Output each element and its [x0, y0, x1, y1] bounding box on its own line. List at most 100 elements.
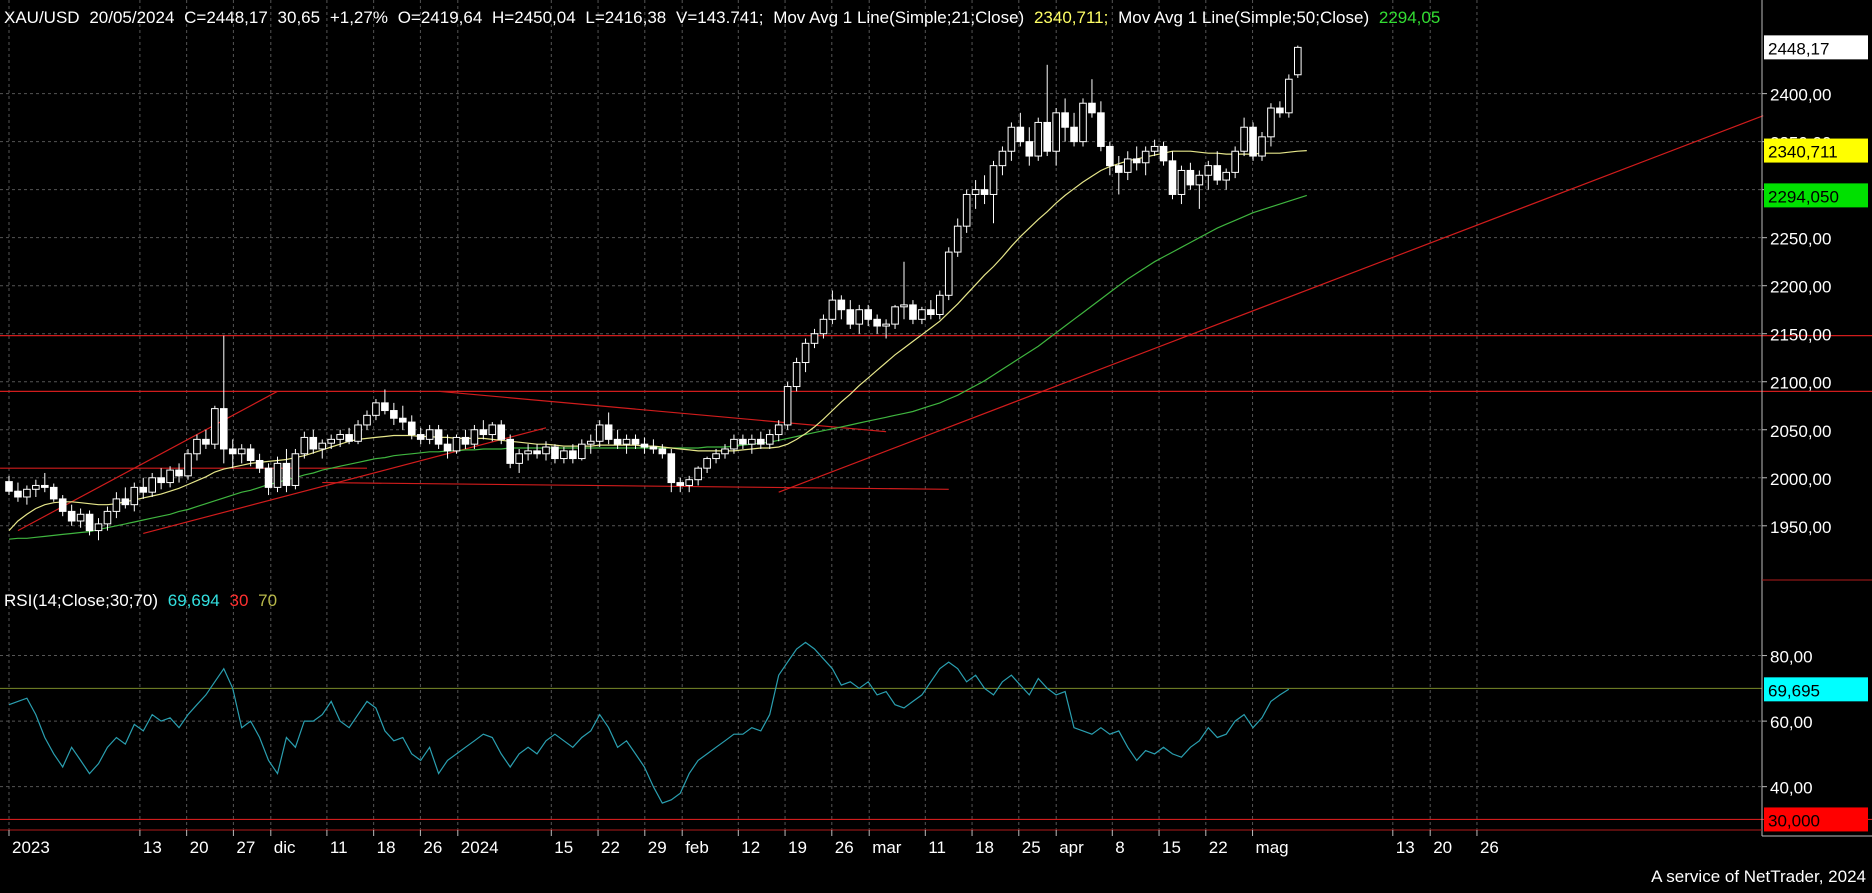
- candle: [497, 420, 506, 445]
- candle-body-up: [953, 225, 962, 253]
- last-price-tag-text: 2448,17: [1768, 39, 1829, 58]
- candle-body-up: [578, 443, 586, 460]
- rsi-tick-label: 80,00: [1770, 648, 1813, 667]
- candle-body-up: [372, 402, 380, 416]
- ma21-tag-text: 2340,711: [1768, 143, 1838, 162]
- candle-body-up: [998, 150, 1007, 167]
- candle-body-down: [533, 450, 541, 455]
- candle-body-down: [434, 429, 443, 445]
- candle: [551, 444, 559, 464]
- rsi-axis[interactable]: 80,00 60,00 40,00 69,695 30,000: [1762, 648, 1868, 832]
- candle: [792, 357, 801, 392]
- ma21-tag-box: [1764, 138, 1868, 163]
- candle-body-up: [273, 462, 282, 488]
- candle: [488, 422, 497, 442]
- candle: [399, 405, 407, 430]
- candle: [139, 477, 148, 499]
- rsi-current-tag: 69,695: [1764, 677, 1868, 702]
- candle: [237, 444, 246, 464]
- candle: [1034, 117, 1043, 161]
- candle: [900, 261, 908, 320]
- candle: [130, 482, 139, 512]
- time-tick-label: 15: [554, 838, 573, 857]
- candle-body-down: [658, 448, 667, 455]
- candle-body-down: [1276, 107, 1284, 114]
- candle: [175, 463, 183, 483]
- candle-body-down: [1168, 160, 1177, 195]
- last-price-tag-box: [1764, 35, 1868, 60]
- candle: [327, 434, 335, 449]
- candle: [157, 468, 165, 490]
- price-tick-label: 2200,00: [1770, 278, 1831, 297]
- candle: [1106, 141, 1114, 176]
- candle-body-up: [32, 484, 40, 490]
- candle-body-up: [1285, 78, 1293, 114]
- candle-body-down: [497, 424, 506, 440]
- candle: [264, 463, 273, 496]
- candle: [1294, 45, 1302, 78]
- price-tick-label: 2250,00: [1770, 230, 1831, 249]
- candle-body-down: [631, 438, 640, 445]
- time-tick-label: 8: [1115, 838, 1124, 857]
- time-tick-label: 26: [835, 838, 854, 857]
- candle-body-down: [846, 309, 855, 325]
- candle-body-up: [792, 362, 801, 388]
- candle-body-down: [1016, 126, 1025, 143]
- candle-body-down: [1132, 158, 1141, 164]
- candle: [980, 175, 989, 205]
- candle: [855, 304, 864, 334]
- candle: [1025, 127, 1034, 166]
- candle: [246, 444, 255, 467]
- candle: [819, 314, 828, 339]
- candle-body-down: [1088, 102, 1096, 114]
- time-axis[interactable]: 2023 13 20 27 dic 11 18 26 2024 15 22 29 feb 12 19 26 ma…: [8, 830, 1499, 857]
- candle: [613, 429, 622, 449]
- candle-body-down: [85, 513, 94, 532]
- candle-body-down: [757, 438, 765, 445]
- candle: [1168, 151, 1177, 200]
- candle-body-down: [927, 309, 935, 316]
- time-tick-label: 12: [741, 838, 760, 857]
- candle: [470, 424, 479, 449]
- candle: [604, 412, 613, 445]
- candle: [989, 160, 998, 224]
- candle-body-up: [1034, 121, 1043, 157]
- price-axis[interactable]: 2400,002350,002300,002250,002200,002150,…: [1762, 35, 1868, 537]
- candle-body-down: [739, 438, 747, 445]
- candle: [1132, 146, 1141, 171]
- horizontal-levels: [0, 335, 1872, 392]
- candle-body-up: [94, 523, 103, 532]
- candle: [837, 295, 846, 320]
- rsi-tick-label: 60,00: [1770, 713, 1813, 732]
- candle-body-up: [962, 193, 971, 227]
- candle-body-up: [971, 189, 980, 195]
- rsi-low-tag-box: [1764, 807, 1868, 832]
- time-tick-label: apr: [1059, 838, 1084, 857]
- candle: [1213, 151, 1222, 185]
- candle-body-up: [882, 323, 890, 327]
- candle: [774, 420, 783, 442]
- candle: [873, 314, 881, 334]
- candle: [1285, 74, 1293, 118]
- candle: [390, 402, 398, 425]
- candle-body-down: [873, 318, 881, 327]
- candle: [1043, 64, 1052, 157]
- candle-body-up: [1007, 126, 1016, 152]
- candle: [202, 429, 210, 449]
- time-tick-label: 26: [423, 838, 442, 857]
- time-tick-label: 25: [1022, 838, 1041, 857]
- candle-body-up: [783, 386, 792, 426]
- candle-body-down: [390, 410, 398, 419]
- candle-body-up: [989, 165, 998, 195]
- candle-body-up: [76, 513, 85, 522]
- low-value: L=2416,38: [585, 8, 666, 27]
- candle-body-up: [560, 450, 568, 460]
- time-tick-label: 22: [1209, 838, 1228, 857]
- candle: [1267, 103, 1275, 147]
- rsi-panel: [0, 641, 1872, 821]
- candle-body-up: [488, 424, 497, 436]
- candle: [962, 189, 971, 233]
- change-percent: +1,27%: [330, 8, 388, 27]
